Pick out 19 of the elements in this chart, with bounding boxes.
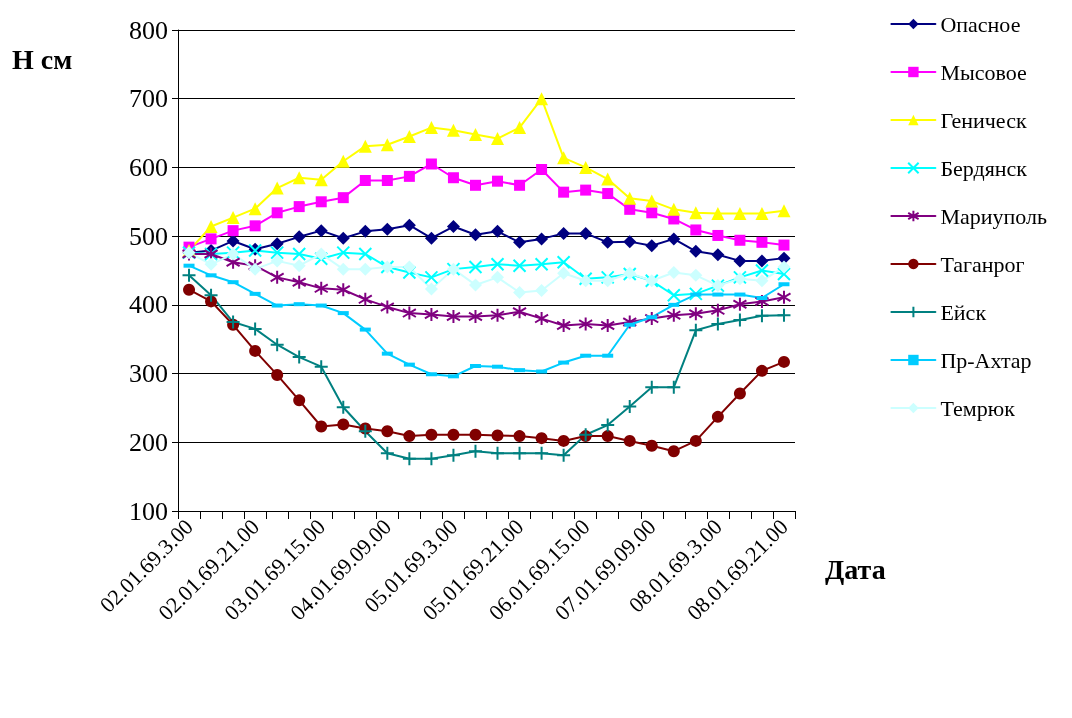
legend-label: Геническ <box>940 107 1027 133</box>
legend-label: Таганрог <box>940 251 1025 277</box>
y-tick-label: 700 <box>129 84 168 114</box>
y-tick-label: 400 <box>129 290 168 320</box>
legend-label: Ейск <box>940 299 987 325</box>
legend-label: Мариуполь <box>940 203 1048 229</box>
y-tick-label: 800 <box>129 15 168 45</box>
legend-label: Темрюк <box>940 395 1016 421</box>
legend-label: Мысовое <box>940 59 1027 85</box>
x-axis-title: Дата <box>825 553 886 585</box>
legend-label: Опасное <box>940 11 1021 37</box>
y-tick-label: 600 <box>129 152 168 182</box>
y-tick-label: 200 <box>129 427 168 457</box>
y-tick-label: 100 <box>129 496 168 526</box>
y-tick-label: 300 <box>129 359 168 389</box>
legend-label: Пр-Ахтар <box>940 347 1032 373</box>
y-axis-title: H см <box>12 43 73 75</box>
legend-label: Бердянск <box>940 155 1028 181</box>
y-tick-label: 500 <box>129 221 168 251</box>
